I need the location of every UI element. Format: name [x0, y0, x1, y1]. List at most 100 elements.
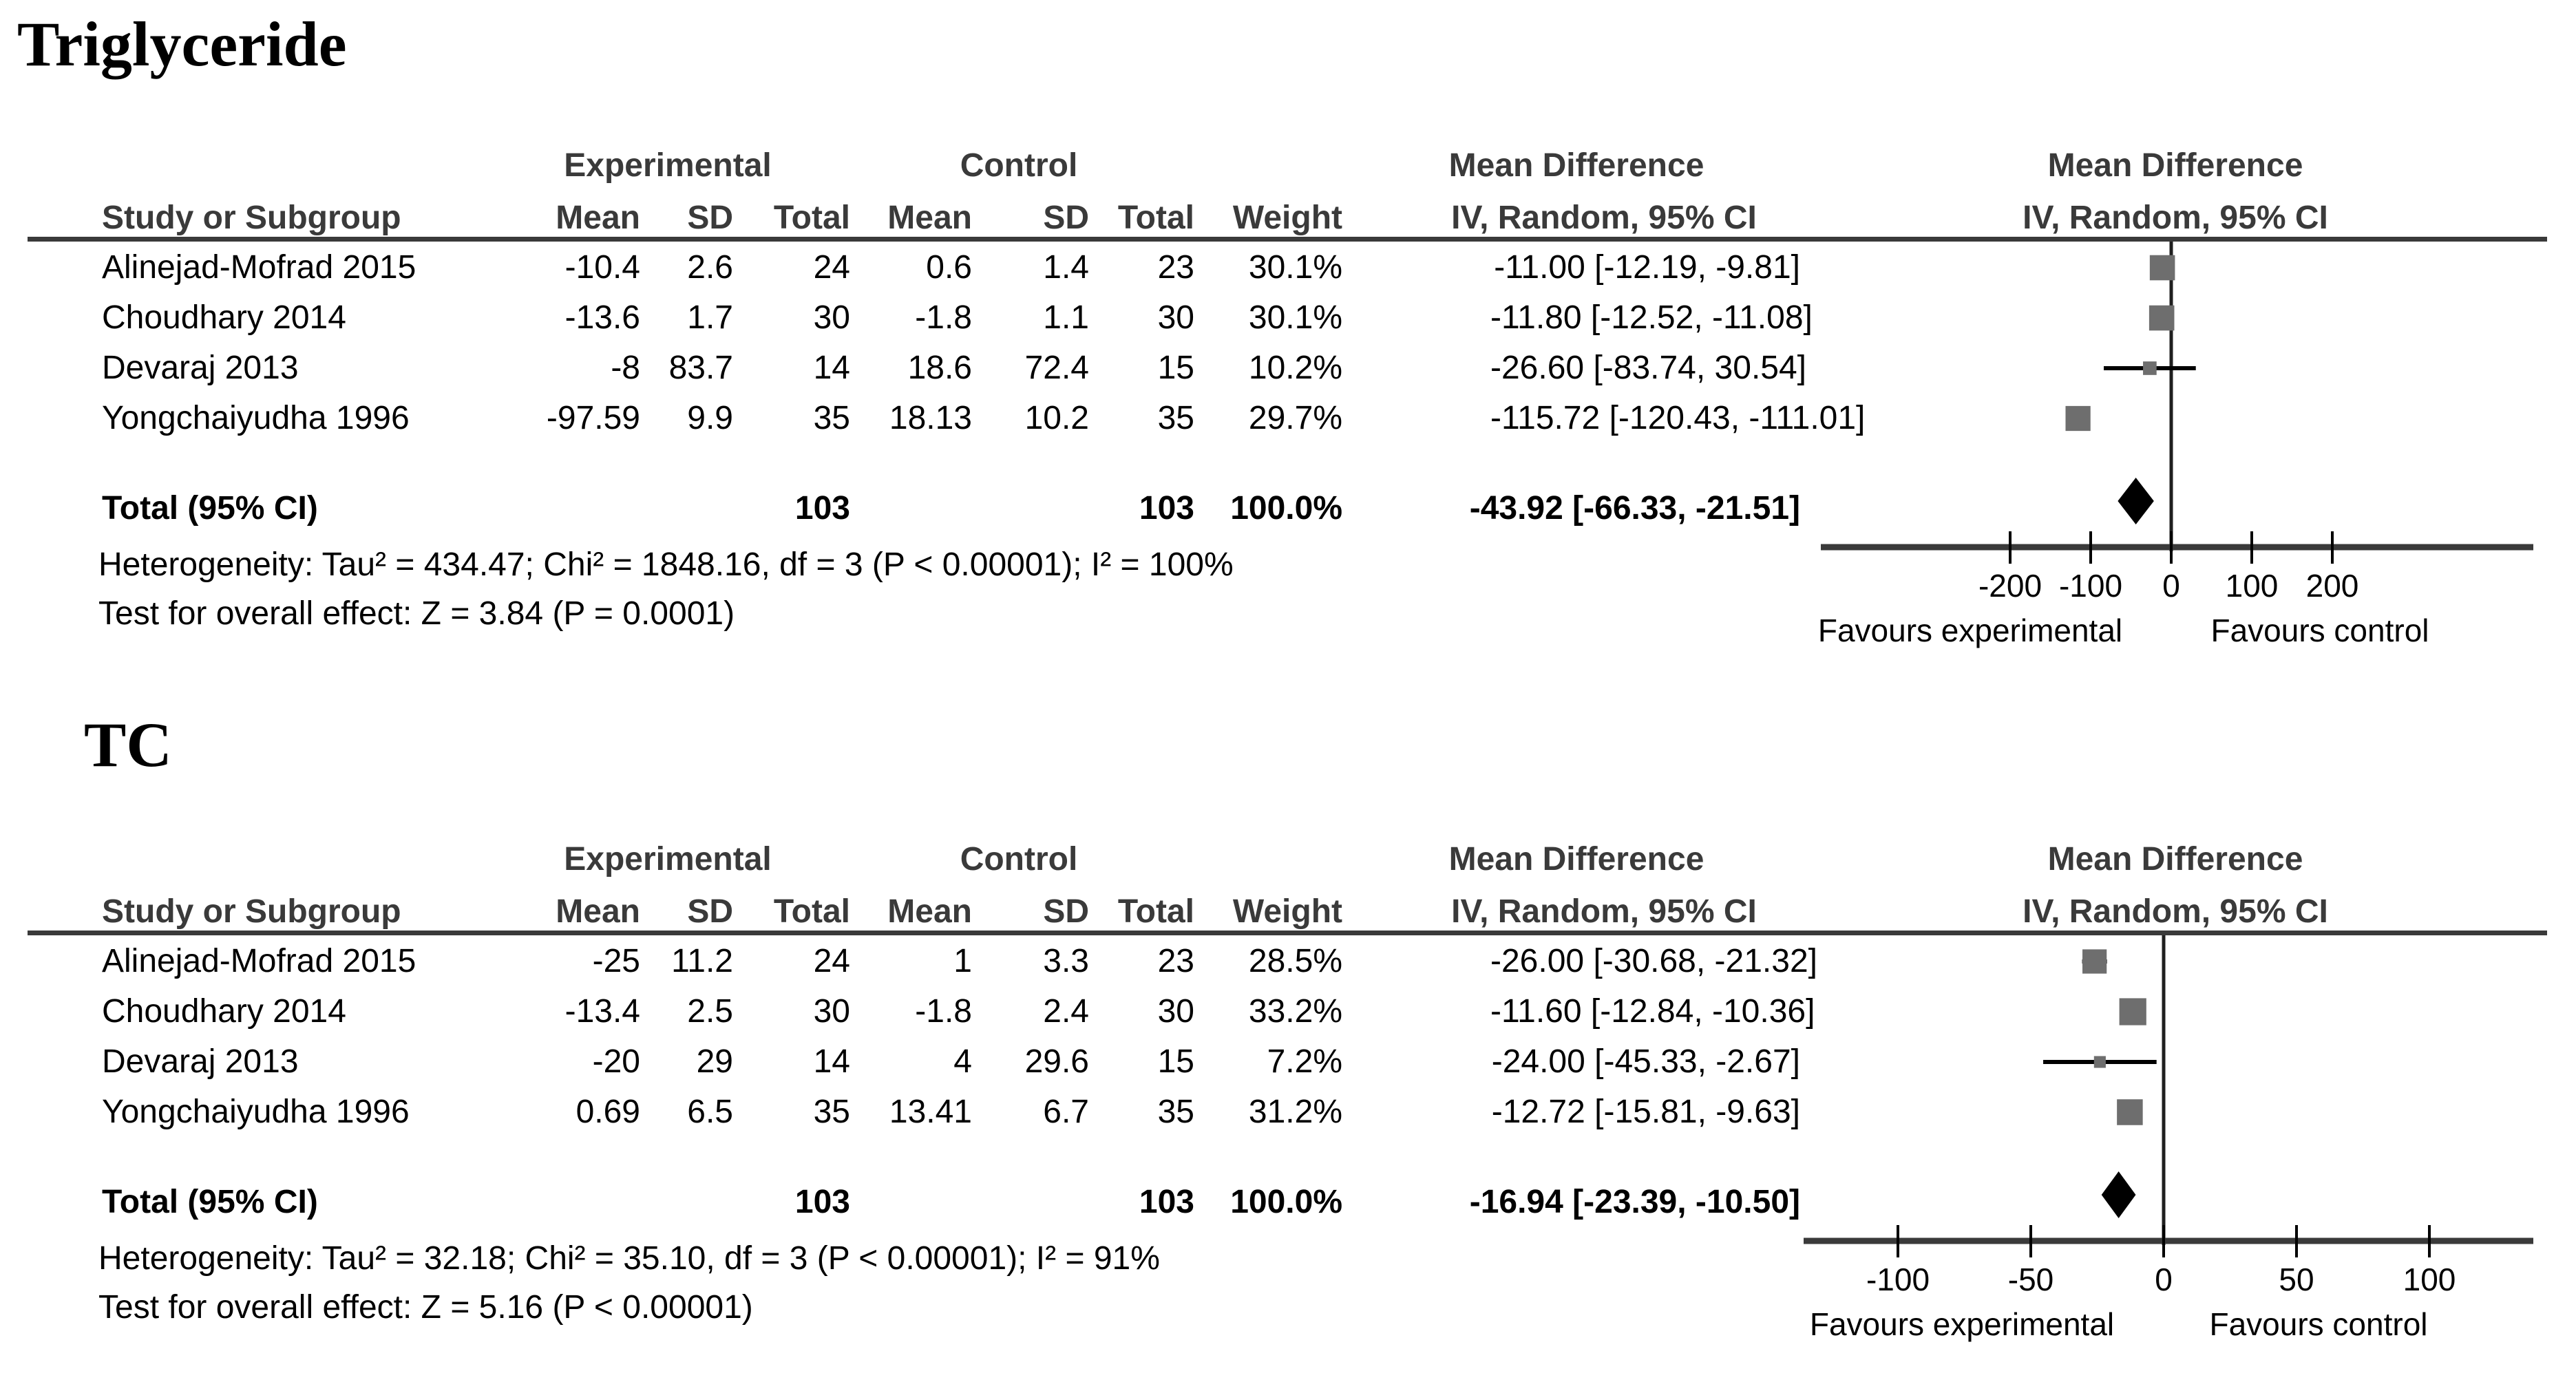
cell-c_sd: 1.1 [1043, 299, 1089, 336]
favours-left-label: Favours experimental [1810, 1306, 2114, 1342]
cell-c_sd: 72.4 [1024, 350, 1089, 386]
study-name: Alinejad-Mofrad 2015 [102, 249, 416, 286]
cell-weight: 7.2% [1267, 1043, 1342, 1080]
group-header-mean-difference-text: Mean Difference [1448, 147, 1704, 184]
cell-c_total: 23 [1157, 249, 1194, 286]
study-name: Devaraj 2013 [102, 350, 299, 386]
cell-e_mean: 0.69 [576, 1094, 640, 1130]
axis-tick-label: -50 [2008, 1262, 2054, 1297]
effect-square [2149, 305, 2175, 331]
col-header-study: Study or Subgroup [102, 893, 401, 930]
study-name: Alinejad-Mofrad 2015 [102, 943, 416, 979]
pooled-diamond [2118, 478, 2154, 524]
axis-tick-label: -100 [1866, 1262, 1930, 1297]
col-header-weight: Weight [1232, 200, 1342, 236]
cell-weight: 30.1% [1248, 299, 1342, 336]
total-exp-n: 103 [794, 490, 850, 527]
col-header-iv-text: IV, Random, 95% CI [1451, 200, 1757, 236]
cell-weight: 29.7% [1248, 400, 1342, 436]
cell-c_mean: 18.13 [889, 400, 972, 436]
cell-weight: 33.2% [1248, 993, 1342, 1030]
col-header-weight: Weight [1232, 893, 1342, 930]
group-header-mean-difference-plot: Mean Difference [2047, 147, 2303, 184]
axis-tick-label: -200 [1978, 568, 2042, 604]
group-header-mean-difference-text: Mean Difference [1448, 841, 1704, 878]
cell-ci_text: -11.00 [-12.19, -9.81] [1494, 249, 1800, 286]
cell-e_mean: -10.4 [564, 249, 640, 286]
axis-tick-label: 0 [2155, 1262, 2173, 1297]
cell-e_total: 24 [813, 249, 850, 286]
group-header-experimental: Experimental [564, 147, 772, 184]
cell-c_mean: -1.8 [915, 299, 972, 336]
cell-c_total: 15 [1157, 1043, 1194, 1080]
header-rule [28, 237, 2547, 242]
col-header-ctl-mean: Mean [887, 200, 972, 236]
forest-plot-canvas: -100 -50 0 50 100 Favours experimental Favours… [1804, 935, 2533, 1342]
cell-e_sd: 2.5 [687, 993, 733, 1030]
col-header-exp-sd: SD [687, 893, 733, 930]
cell-e_total: 14 [813, 350, 850, 386]
cell-e_mean: -13.6 [564, 299, 640, 336]
col-header-ctl-total: Total [1117, 893, 1194, 930]
cell-c_total: 30 [1157, 993, 1194, 1030]
col-header-iv-plot: IV, Random, 95% CI [2023, 200, 2328, 236]
cell-c_mean: -1.8 [915, 993, 972, 1030]
favours-left-label: Favours experimental [1818, 613, 2122, 648]
total-row-label: Total (95% CI) [102, 1184, 318, 1220]
cell-e_sd: 29 [696, 1043, 733, 1080]
study-name: Yongchaiyudha 1996 [102, 1094, 410, 1130]
study-name: Choudhary 2014 [102, 299, 346, 336]
col-header-exp-total: Total [773, 893, 850, 930]
col-header-iv-plot: IV, Random, 95% CI [2023, 893, 2328, 930]
cell-c_total: 30 [1157, 299, 1194, 336]
cell-e_mean: -8 [611, 350, 640, 386]
total-ci-text: -43.92 [-66.33, -21.51] [1469, 490, 1800, 527]
total-row-label: Total (95% CI) [102, 490, 318, 527]
pooled-diamond [2101, 1171, 2136, 1218]
total-ctl-n: 103 [1139, 1184, 1194, 1220]
cell-c_sd: 1.4 [1043, 249, 1089, 286]
cell-e_total: 35 [813, 400, 850, 436]
cell-weight: 31.2% [1248, 1094, 1342, 1130]
cell-c_sd: 6.7 [1043, 1094, 1089, 1130]
cell-c_sd: 3.3 [1043, 943, 1089, 979]
total-exp-n: 103 [794, 1184, 850, 1220]
col-header-study: Study or Subgroup [102, 200, 401, 236]
axis-tick-label: 0 [2162, 568, 2180, 604]
overall-effect-line: Test for overall effect: Z = 3.84 (P = 0… [98, 595, 735, 632]
cell-c_total: 23 [1157, 943, 1194, 979]
total-weight: 100.0% [1230, 1184, 1342, 1220]
cell-c_total: 35 [1157, 1094, 1194, 1130]
axis-tick-label: -100 [2059, 568, 2122, 604]
axis-tick-label: 200 [2306, 568, 2359, 604]
axis-tick-label: 100 [2226, 568, 2279, 604]
favours-right-label: Favours control [2209, 1306, 2427, 1342]
cell-e_mean: -20 [592, 1043, 640, 1080]
effect-square [2082, 949, 2107, 974]
forest-panel-tc: TC Experimental Control Mean Difference … [0, 694, 2576, 1382]
cell-e_sd: 9.9 [687, 400, 733, 436]
col-header-ctl-total: Total [1117, 200, 1194, 236]
cell-c_mean: 18.6 [907, 350, 972, 386]
cell-ci_text: -26.60 [-83.74, 30.54] [1490, 350, 1806, 386]
cell-e_mean: -25 [592, 943, 640, 979]
col-header-exp-mean: Mean [556, 200, 640, 236]
cell-e_total: 14 [813, 1043, 850, 1080]
effect-square [2143, 361, 2157, 375]
cell-e_sd: 11.2 [671, 943, 733, 979]
cell-c_mean: 13.41 [889, 1094, 972, 1130]
cell-e_sd: 6.5 [687, 1094, 733, 1130]
col-header-ctl-mean: Mean [887, 893, 972, 930]
effect-square [2149, 255, 2175, 281]
cell-c_mean: 4 [953, 1043, 972, 1080]
cell-ci_text: -12.72 [-15.81, -9.63] [1491, 1094, 1800, 1130]
axis-tick-label: 100 [2403, 1262, 2456, 1297]
heterogeneity-line: Heterogeneity: Tau² = 434.47; Chi² = 184… [98, 546, 1234, 583]
cell-c_sd: 2.4 [1043, 993, 1089, 1030]
cell-c_sd: 10.2 [1024, 400, 1089, 436]
col-header-iv-text: IV, Random, 95% CI [1451, 893, 1757, 930]
cell-e_total: 30 [813, 993, 850, 1030]
cell-ci_text: -11.60 [-12.84, -10.36] [1490, 993, 1815, 1030]
col-header-exp-sd: SD [687, 200, 733, 236]
